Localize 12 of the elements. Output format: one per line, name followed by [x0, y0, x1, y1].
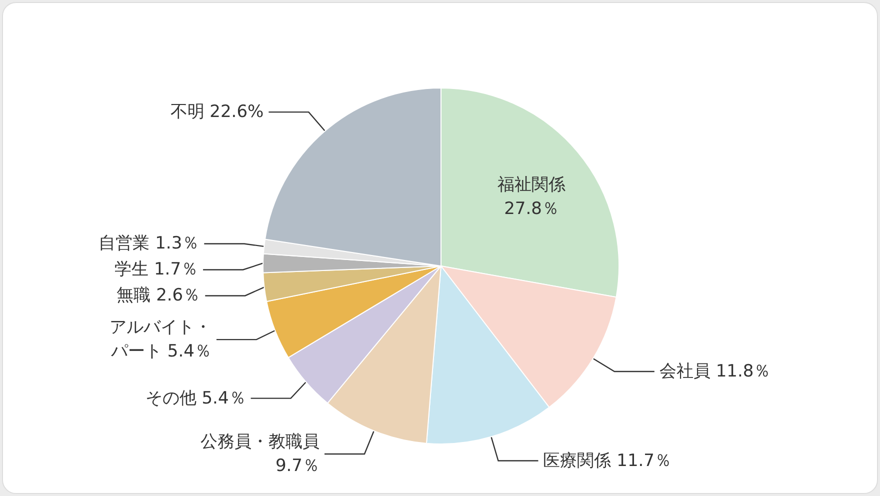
slice-label: 不明 22.6% — [170, 102, 264, 122]
slice-label: 公務員・教職員 — [200, 432, 320, 452]
slice-label: 医療関係 11.7％ — [543, 450, 672, 471]
slice-label: その他 5.4％ — [145, 388, 246, 408]
slice-label: 会社員 11.8％ — [659, 362, 771, 382]
slice-label: アルバイト・パート 5.4％ — [109, 318, 212, 362]
slice-label: 無職 2.6％ — [116, 286, 200, 306]
slice-label: 自営業 1.3％ — [98, 234, 200, 254]
data-label: 9.7％ — [275, 456, 320, 476]
slice-label: 福祉関係 — [498, 174, 566, 195]
data-label: 27.8％ — [504, 198, 559, 219]
slice-label: 学生 1.7％ — [114, 260, 198, 280]
